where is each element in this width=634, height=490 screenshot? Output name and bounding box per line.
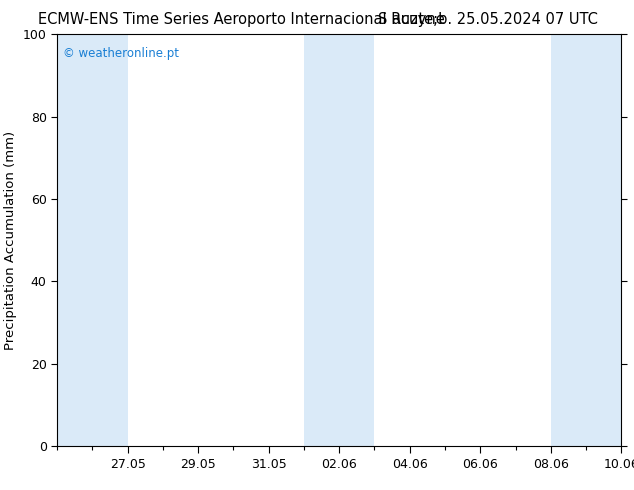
Text: © weatheronline.pt: © weatheronline.pt: [63, 47, 179, 60]
Bar: [551, 34, 621, 446]
Bar: [57, 34, 127, 446]
Text: S acute;b. 25.05.2024 07 UTC: S acute;b. 25.05.2024 07 UTC: [378, 12, 598, 27]
Text: ECMW-ENS Time Series Aeroporto Internacional Ruzyne: ECMW-ENS Time Series Aeroporto Internaci…: [37, 12, 444, 27]
Bar: [304, 34, 375, 446]
Y-axis label: Precipitation Accumulation (mm): Precipitation Accumulation (mm): [4, 130, 17, 350]
